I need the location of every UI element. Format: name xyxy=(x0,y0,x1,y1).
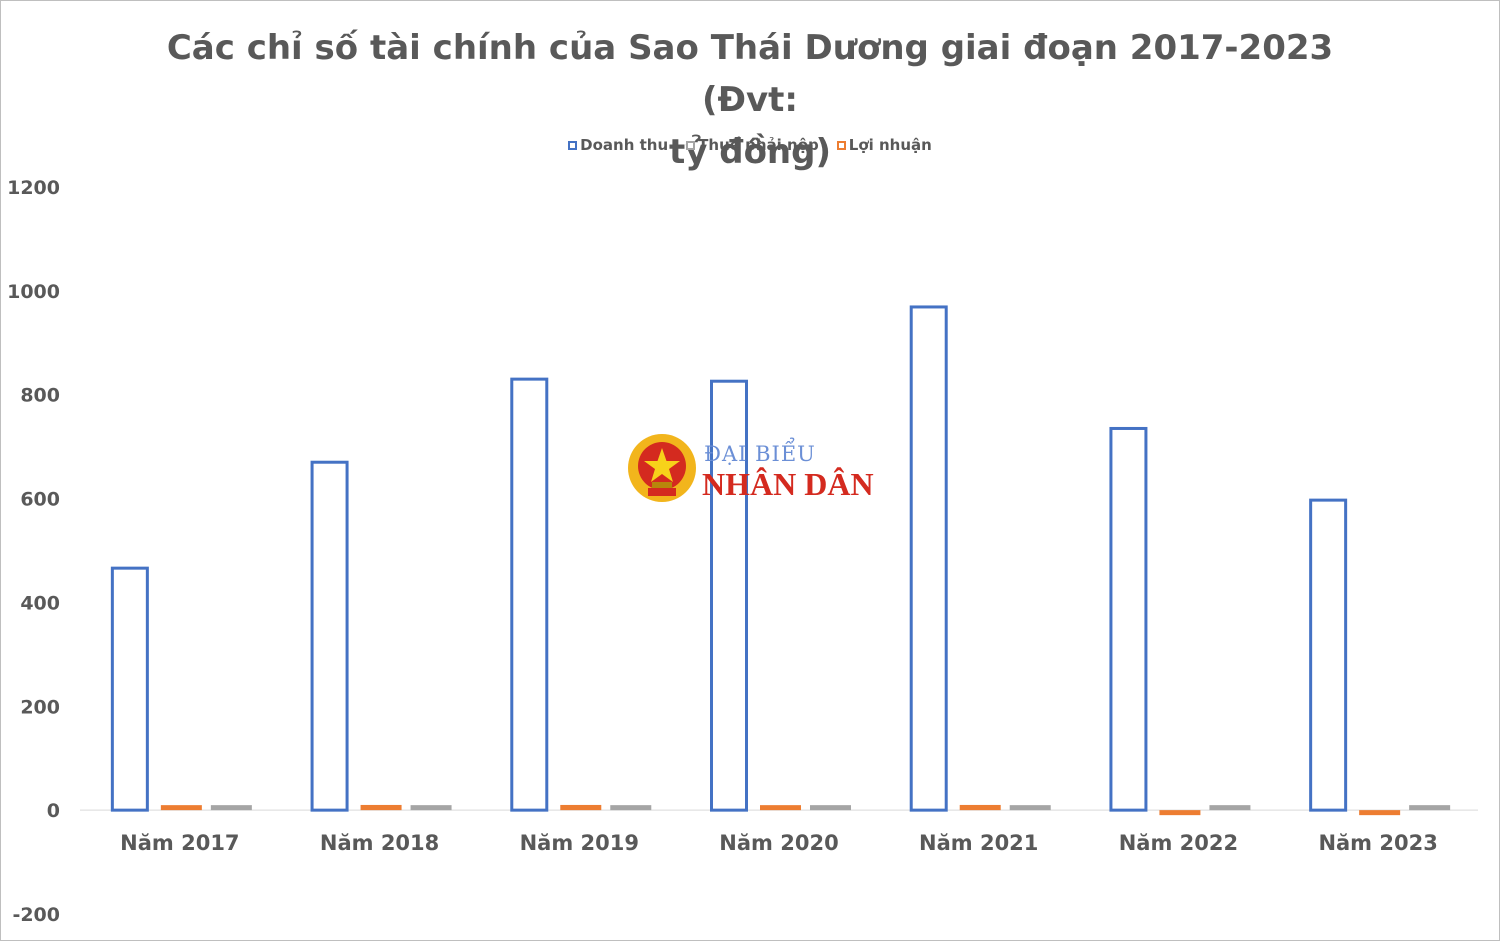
bar-doanh-thu xyxy=(110,566,149,812)
chart-legend: Doanh thu Thuế phải nộp Lợi nhuận xyxy=(0,136,1500,154)
bar-loi-nhuan xyxy=(959,804,1001,811)
y-tick-label: 400 xyxy=(20,592,60,614)
bar-doanh-thu xyxy=(310,460,349,812)
bar-loi-nhuan xyxy=(1359,810,1401,816)
bar-thue-phai-nop xyxy=(410,805,452,811)
y-tick-label: 1000 xyxy=(7,281,60,303)
legend-item-doanh-thu: Doanh thu xyxy=(568,136,668,154)
y-tick-label: 200 xyxy=(20,696,60,718)
bar-thue-phai-nop xyxy=(810,805,851,811)
bar-doanh-thu xyxy=(710,379,748,812)
x-category-label: Năm 2017 xyxy=(120,831,239,855)
x-category-label: Năm 2022 xyxy=(1119,831,1238,855)
bar-loi-nhuan xyxy=(560,804,602,811)
legend-label-thue-phai-nop: Thuế phải nộp xyxy=(698,136,819,154)
chart-title: Các chỉ số tài chính của Sao Thái Dương … xyxy=(150,22,1350,178)
bar-doanh-thu xyxy=(510,377,549,812)
bar-thue-phai-nop xyxy=(210,805,252,811)
bar-doanh-thu xyxy=(1309,498,1348,812)
bar-loi-nhuan xyxy=(360,804,402,811)
x-category-label: Năm 2018 xyxy=(320,831,439,855)
x-category-label: Năm 2023 xyxy=(1318,831,1437,855)
y-tick-label: 800 xyxy=(20,385,60,407)
y-tick-label: -200 xyxy=(12,904,60,926)
bar-thue-phai-nop xyxy=(1209,805,1251,811)
bar-doanh-thu xyxy=(1109,426,1148,812)
x-category-label: Năm 2021 xyxy=(919,831,1038,855)
x-category-label: Năm 2019 xyxy=(520,831,639,855)
watermark-text-line-2: NHÂN DÂN xyxy=(702,466,874,502)
legend-label-loi-nhuan: Lợi nhuận xyxy=(848,136,932,154)
legend-swatch-loi-nhuan xyxy=(836,140,846,150)
bar-thue-phai-nop xyxy=(1009,805,1051,811)
vietnam-emblem-icon xyxy=(628,434,696,502)
y-tick-label: 0 xyxy=(47,800,60,822)
x-category-label: Năm 2020 xyxy=(719,831,838,855)
legend-swatch-doanh-thu xyxy=(568,140,578,150)
bar-loi-nhuan xyxy=(1159,810,1201,816)
y-tick-label: 600 xyxy=(20,489,60,511)
bar-doanh-thu xyxy=(909,305,948,812)
bar-thue-phai-nop xyxy=(1409,805,1451,811)
watermark-text-line-1: ĐẠI BIỂU xyxy=(704,442,816,466)
y-tick-label: 1200 xyxy=(7,177,60,199)
legend-swatch-thue-phai-nop xyxy=(686,140,696,150)
bar-thue-phai-nop xyxy=(610,805,652,811)
chart-title-line-2: tỷ đồng) xyxy=(668,132,832,172)
legend-item-thue-phai-nop: Thuế phải nộp xyxy=(686,136,819,154)
bar-loi-nhuan xyxy=(160,805,202,811)
legend-label-doanh-thu: Doanh thu xyxy=(580,136,669,154)
chart-title-line-1: Các chỉ số tài chính của Sao Thái Dương … xyxy=(166,28,1334,120)
bar-loi-nhuan xyxy=(760,805,801,811)
legend-item-loi-nhuan: Lợi nhuận xyxy=(836,136,932,154)
watermark-logo: ĐẠI BIỂU NHÂN DÂN xyxy=(626,430,876,510)
